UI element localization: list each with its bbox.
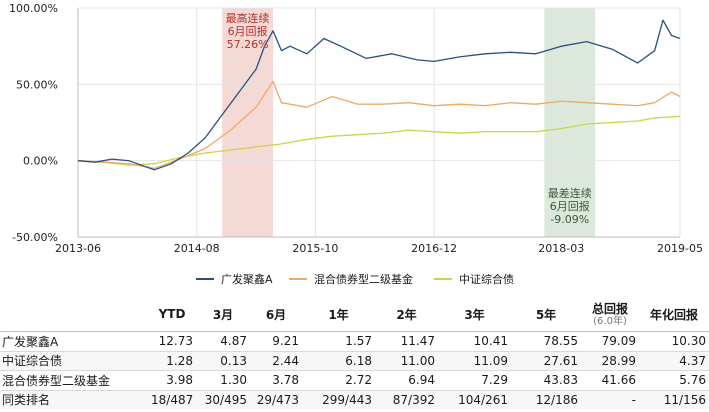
- table-cell: 3.98: [148, 370, 196, 390]
- x-tick-label: 2013-06: [55, 242, 101, 255]
- row-label: 广发聚鑫A: [0, 331, 148, 351]
- table-cell: 43.83: [511, 370, 581, 390]
- row-label: 混合债券型二级基金: [0, 370, 148, 390]
- legend-label: 广发聚鑫A: [221, 273, 273, 286]
- legend-swatch: [196, 278, 214, 280]
- table-cell: 27.61: [511, 350, 581, 371]
- table-cell: 7.29: [438, 370, 511, 390]
- table-cell: 41.66: [581, 370, 639, 390]
- x-tick-label: 2015-10: [292, 242, 338, 255]
- legend-item-category[interactable]: 混合债券型二级基金: [289, 271, 413, 287]
- table-cell: 11.00: [375, 350, 438, 371]
- series-line: [77, 80, 681, 169]
- total-return-title: 总回报: [591, 301, 628, 316]
- table-header-row: YTD 3月 6月 1年 2年 3年 5年 总回报 (6.0年) 年化回报: [0, 297, 709, 332]
- table-cell: 18/487: [148, 389, 196, 409]
- y-tick-label: 50.00%: [16, 78, 58, 91]
- table-cell: 4.87: [196, 331, 250, 351]
- table-cell: -: [581, 389, 639, 409]
- table-cell: 0.13: [196, 350, 250, 371]
- table-cell: 11/156: [639, 389, 709, 409]
- legend-item-index[interactable]: 中证综合债: [434, 271, 514, 287]
- x-tick-label: 2018-03: [538, 242, 584, 255]
- y-tick-label: -50.00%: [12, 231, 58, 244]
- table-cell: 78.55: [511, 331, 581, 351]
- y-tick-label: 100.00%: [9, 2, 58, 15]
- highlight-label: 57.26%: [227, 38, 269, 51]
- row-label: 同类排名: [0, 389, 148, 409]
- highlight-label: 6月回报: [550, 199, 590, 213]
- table-cell: 12/186: [511, 389, 581, 409]
- table-header-5y: 5年: [511, 297, 581, 332]
- legend-label: 混合债券型二级基金: [314, 273, 413, 286]
- legend-label: 中证综合债: [459, 273, 514, 286]
- table-cell: 4.37: [639, 350, 709, 371]
- series-line: [77, 115, 681, 166]
- series-line: [77, 19, 681, 171]
- legend-swatch: [434, 278, 452, 280]
- table-header-3y: 3年: [438, 297, 511, 332]
- highlight-band: [544, 8, 596, 237]
- performance-table: YTD 3月 6月 1年 2年 3年 5年 总回报 (6.0年) 年化回报 广发…: [0, 297, 709, 409]
- table-header-1y: 1年: [302, 297, 375, 332]
- highlight-label: 6月回报: [228, 24, 268, 38]
- table-header-total-return: 总回报 (6.0年): [581, 297, 639, 332]
- total-return-period: (6.0年): [593, 315, 627, 327]
- y-tick-label: 0.00%: [23, 155, 58, 168]
- chart-legend: 广发聚鑫A 混合债券型二级基金 中证综合债: [0, 268, 709, 290]
- table-cell: 3.78: [250, 370, 302, 390]
- x-tick-label: 2019-05: [657, 242, 703, 255]
- performance-chart: 100.00% 50.00% 0.00% -50.00%2013-06 2014-08 2…: [9, 2, 703, 255]
- table-cell: 2.72: [302, 370, 375, 390]
- table-header-ytd: YTD: [148, 297, 196, 332]
- table-cell: 104/261: [438, 389, 511, 409]
- table-cell: 10.30: [639, 331, 709, 351]
- table-row: 广发聚鑫A 12.73 4.87 9.21 1.57 11.47 10.41 7…: [0, 331, 709, 351]
- table-cell: 29/473: [250, 389, 302, 409]
- table-row: 混合债券型二级基金 3.98 1.30 3.78 2.72 6.94 7.29 …: [0, 370, 709, 390]
- table-cell: 10.41: [438, 331, 511, 351]
- table-header-cell: [0, 297, 148, 332]
- table-cell: 87/392: [375, 389, 438, 409]
- table-cell: 1.57: [302, 331, 375, 351]
- x-tick-label: 2016-12: [411, 242, 457, 255]
- row-label: 中证综合债: [0, 350, 148, 371]
- table-cell: 12.73: [148, 331, 196, 351]
- table-cell: 5.76: [639, 370, 709, 390]
- table-row: 中证综合债 1.28 0.13 2.44 6.18 11.00 11.09 27…: [0, 350, 709, 371]
- table-cell: 6.18: [302, 350, 375, 371]
- table-header-annualized: 年化回报: [639, 297, 709, 332]
- x-tick-label: 2014-08: [174, 242, 220, 255]
- table-cell: 6.94: [375, 370, 438, 390]
- table-header-6m: 6月: [250, 297, 302, 332]
- highlight-label: -9.09%: [550, 213, 589, 226]
- highlight-label: 最高连续: [226, 11, 270, 25]
- table-cell: 28.99: [581, 350, 639, 371]
- table-cell: 9.21: [250, 331, 302, 351]
- table-row: 同类排名 18/487 30/495 29/473 299/443 87/392…: [0, 389, 709, 409]
- table-header-3m: 3月: [196, 297, 250, 332]
- highlight-label: 最差连续: [548, 186, 592, 200]
- table-cell: 2.44: [250, 350, 302, 371]
- table-cell: 79.09: [581, 331, 639, 351]
- legend-item-fund[interactable]: 广发聚鑫A: [196, 271, 273, 287]
- table-cell: 11.47: [375, 331, 438, 351]
- table-cell: 1.30: [196, 370, 250, 390]
- table-cell: 30/495: [196, 389, 250, 409]
- table-cell: 1.28: [148, 350, 196, 371]
- table-header-2y: 2年: [375, 297, 438, 332]
- table-cell: 299/443: [302, 389, 375, 409]
- table-cell: 11.09: [438, 350, 511, 371]
- legend-swatch: [289, 278, 307, 280]
